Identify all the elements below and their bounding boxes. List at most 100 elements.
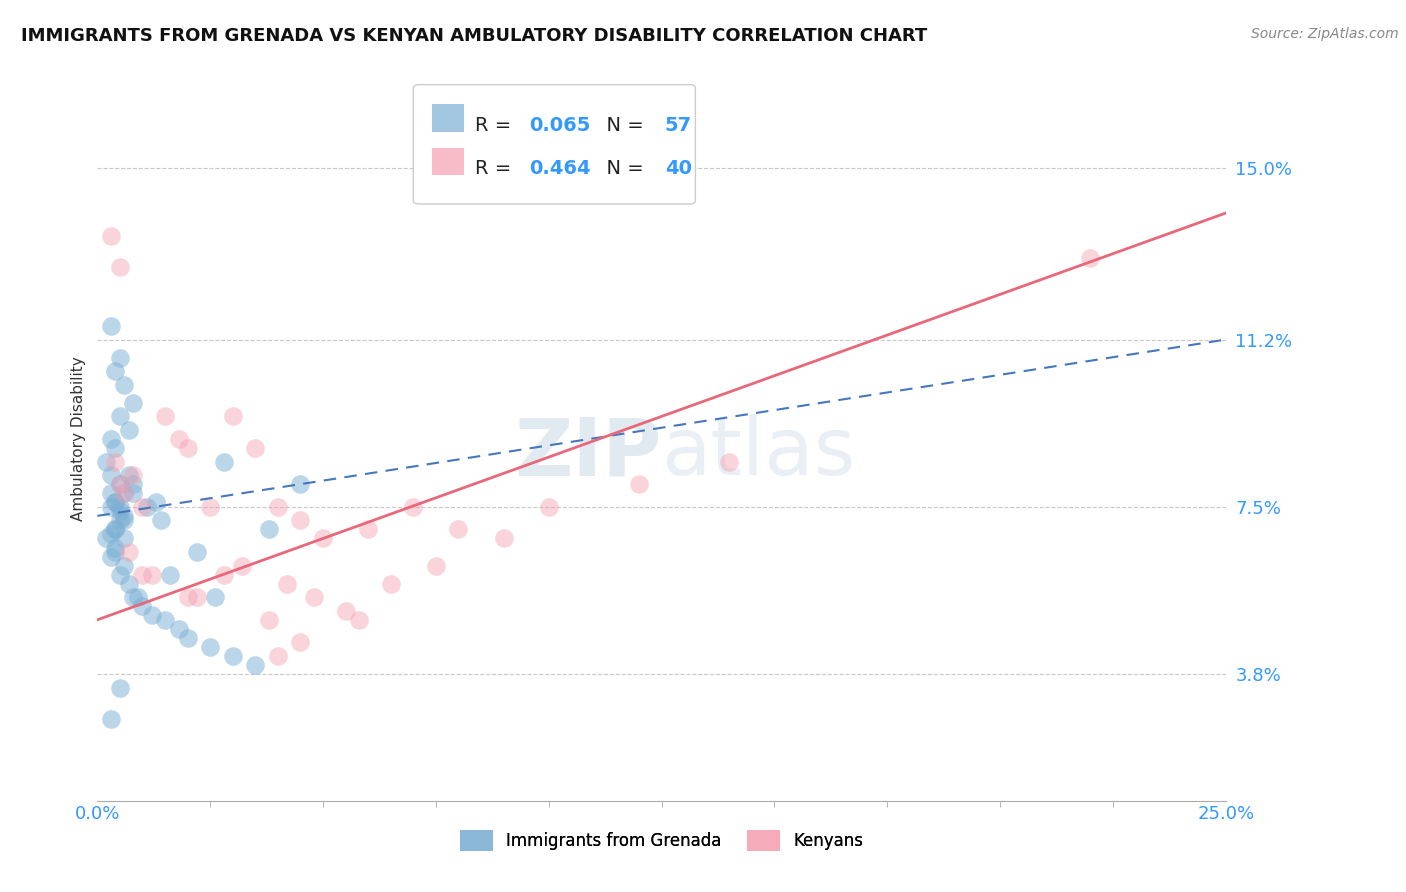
Point: [212, 567, 235, 582]
Point: [108, 409, 131, 424]
Point: [118, 576, 141, 591]
Point: [380, 576, 402, 591]
Bar: [433, 147, 464, 175]
Point: [122, 486, 145, 500]
Text: R =: R =: [475, 159, 517, 178]
Point: [108, 504, 131, 518]
Point: [257, 613, 280, 627]
Point: [257, 523, 280, 537]
Point: [108, 567, 131, 582]
Point: [104, 541, 127, 555]
Point: [96, 532, 118, 546]
Point: [145, 495, 167, 509]
Point: [108, 500, 131, 514]
Point: [186, 545, 208, 559]
Point: [1078, 252, 1101, 266]
Point: [186, 591, 208, 605]
Point: [492, 532, 515, 546]
Point: [104, 364, 127, 378]
Text: N =: N =: [593, 159, 650, 178]
Point: [159, 567, 181, 582]
Point: [167, 432, 190, 446]
Point: [347, 613, 370, 627]
Point: [122, 468, 145, 483]
Point: [718, 455, 741, 469]
Point: [122, 396, 145, 410]
Point: [131, 599, 153, 614]
Point: [302, 591, 325, 605]
Point: [537, 500, 560, 514]
Point: [100, 486, 122, 500]
Text: 0.065: 0.065: [530, 116, 591, 135]
Point: [290, 513, 312, 527]
Point: [114, 532, 136, 546]
Point: [122, 591, 145, 605]
Point: [100, 712, 122, 726]
Text: ZIP: ZIP: [515, 415, 662, 492]
FancyBboxPatch shape: [413, 85, 696, 204]
Y-axis label: Ambulatory Disability: Ambulatory Disability: [72, 357, 86, 522]
Point: [114, 558, 136, 573]
Point: [100, 500, 122, 514]
Bar: [433, 104, 464, 132]
Point: [141, 567, 163, 582]
Point: [118, 423, 141, 437]
Point: [108, 351, 131, 365]
Point: [204, 591, 226, 605]
Point: [114, 377, 136, 392]
Point: [104, 523, 127, 537]
Point: [104, 495, 127, 509]
Point: [108, 260, 131, 275]
Text: IMMIGRANTS FROM GRENADA VS KENYAN AMBULATORY DISABILITY CORRELATION CHART: IMMIGRANTS FROM GRENADA VS KENYAN AMBULA…: [21, 27, 928, 45]
Point: [245, 441, 267, 455]
Point: [198, 500, 221, 514]
Point: [149, 513, 172, 527]
Point: [114, 508, 136, 523]
Point: [96, 455, 118, 469]
Point: [176, 591, 198, 605]
Point: [312, 532, 335, 546]
Point: [447, 523, 470, 537]
Text: atlas: atlas: [662, 415, 856, 492]
Text: Source: ZipAtlas.com: Source: ZipAtlas.com: [1251, 27, 1399, 41]
Point: [176, 441, 198, 455]
Point: [357, 523, 380, 537]
Point: [267, 648, 290, 663]
Point: [100, 228, 122, 243]
Point: [425, 558, 447, 573]
Text: 0.464: 0.464: [530, 159, 591, 178]
Point: [276, 576, 298, 591]
Point: [245, 658, 267, 673]
Point: [131, 500, 153, 514]
Point: [402, 500, 425, 514]
Point: [108, 681, 131, 695]
Point: [118, 545, 141, 559]
Point: [153, 409, 176, 424]
Point: [131, 567, 153, 582]
Point: [127, 591, 149, 605]
Legend: Immigrants from Grenada, Kenyans: Immigrants from Grenada, Kenyans: [453, 823, 870, 857]
Point: [104, 545, 127, 559]
Point: [176, 631, 198, 645]
Point: [122, 477, 145, 491]
Point: [212, 455, 235, 469]
Point: [108, 477, 131, 491]
Point: [100, 549, 122, 564]
Point: [136, 500, 159, 514]
Point: [290, 477, 312, 491]
Point: [114, 486, 136, 500]
Text: 57: 57: [665, 116, 692, 135]
Point: [114, 513, 136, 527]
Point: [627, 477, 650, 491]
Point: [153, 613, 176, 627]
Point: [290, 635, 312, 649]
Point: [335, 604, 357, 618]
Point: [141, 608, 163, 623]
Point: [104, 495, 127, 509]
Point: [231, 558, 253, 573]
Point: [100, 527, 122, 541]
Point: [267, 500, 290, 514]
Point: [198, 640, 221, 654]
Text: N =: N =: [593, 116, 650, 135]
Point: [114, 486, 136, 500]
